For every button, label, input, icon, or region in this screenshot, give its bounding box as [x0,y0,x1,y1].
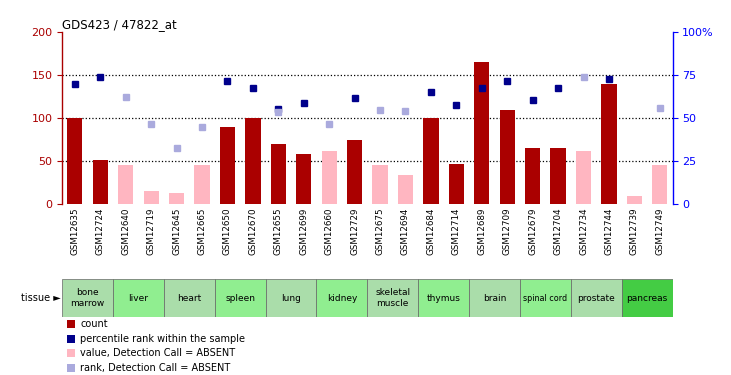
Bar [571,279,621,317]
Bar [520,279,571,317]
Bar [423,118,439,204]
Text: skeletal
muscle: skeletal muscle [375,288,410,308]
Text: rank, Detection Call = ABSENT: rank, Detection Call = ABSENT [80,363,231,373]
Text: lung: lung [281,294,301,303]
Bar [576,151,591,204]
Bar [469,279,520,317]
Bar [220,127,235,204]
Bar [169,193,184,204]
Bar [621,279,673,317]
Bar [296,154,311,204]
Bar [474,62,490,204]
Text: thymus: thymus [427,294,461,303]
Bar [118,165,133,204]
Bar [652,165,667,204]
Bar [398,175,413,204]
Bar [317,279,367,317]
Bar [602,84,616,204]
Text: GDS423 / 47822_at: GDS423 / 47822_at [62,18,177,31]
Bar [143,192,159,204]
Bar [245,118,260,204]
Text: spinal cord: spinal cord [523,294,567,303]
Bar [194,165,210,204]
Text: bone
marrow: bone marrow [70,288,105,308]
Text: brain: brain [482,294,506,303]
Bar [449,164,464,204]
Bar [322,151,337,204]
Bar [164,279,215,317]
Text: prostate: prostate [577,294,615,303]
Bar [67,334,75,343]
Bar [93,159,108,204]
Bar [67,118,83,204]
Bar [62,279,113,317]
Text: count: count [80,319,108,329]
Text: liver: liver [129,294,148,303]
Bar [67,320,75,328]
Text: tissue ►: tissue ► [21,293,61,303]
Bar [270,144,286,204]
Bar [265,279,317,317]
Bar [67,364,75,372]
Bar [626,196,642,204]
Bar [550,148,566,204]
Bar [525,148,540,204]
Text: percentile rank within the sample: percentile rank within the sample [80,334,246,344]
Bar [367,279,418,317]
Bar [372,165,387,204]
Bar [347,140,363,204]
Text: spleen: spleen [225,294,255,303]
Text: pancreas: pancreas [626,294,667,303]
Bar [215,279,265,317]
Bar [113,279,164,317]
Text: kidney: kidney [327,294,357,303]
Bar [499,110,515,204]
Bar [418,279,469,317]
Bar [67,349,75,357]
Text: heart: heart [177,294,202,303]
Text: value, Detection Call = ABSENT: value, Detection Call = ABSENT [80,348,235,358]
